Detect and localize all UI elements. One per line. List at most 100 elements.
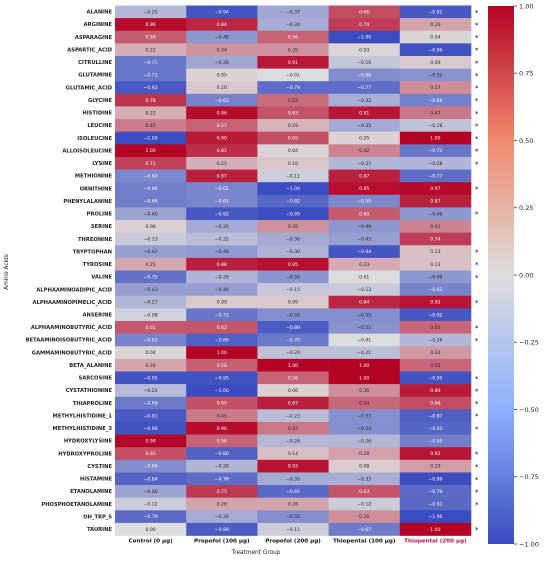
cell-value-label: 0.56 xyxy=(288,35,298,41)
heatmap-cell xyxy=(186,371,258,385)
cell-value-label: −0.78 xyxy=(215,476,229,482)
heatmap-cell xyxy=(399,434,472,448)
heatmap-cell xyxy=(115,68,187,82)
heatmap-cell xyxy=(257,485,329,498)
heatmap-cell xyxy=(399,257,472,271)
heatmap-cell xyxy=(257,270,329,284)
heatmap-cell xyxy=(399,144,472,158)
row-label: PHENYLALANINE xyxy=(63,199,112,205)
heatmap-cell xyxy=(399,119,472,132)
heatmap-cell xyxy=(257,5,329,19)
cell-value-label: 1.00 xyxy=(217,350,227,356)
cell-value-label: 0.42 xyxy=(359,148,369,154)
cell-value-label: −0.55 xyxy=(286,312,300,318)
heatmap-cell xyxy=(257,30,329,44)
heatmap-cell xyxy=(115,55,187,69)
heatmap-cell xyxy=(257,421,329,435)
heatmap-cell xyxy=(399,295,472,309)
cell-value-label: 0.81 xyxy=(217,148,227,154)
cell-value-label: 0.65 xyxy=(288,136,298,142)
cell-value-label: −0.40 xyxy=(144,489,158,495)
cell-value-label: −0.38 xyxy=(215,60,229,66)
heatmap-cell xyxy=(115,106,187,120)
cell-value-label: 0.96 xyxy=(217,110,227,116)
cell-value-label: −0.56 xyxy=(144,464,158,470)
heatmap-cell xyxy=(399,472,472,486)
heatmap-cell xyxy=(186,459,258,473)
heatmap-cell xyxy=(115,459,187,473)
cell-value-label: −0.62 xyxy=(428,287,442,293)
heatmap-cell xyxy=(328,472,401,486)
cell-value-label: 1.00 xyxy=(145,148,155,154)
cell-value-label: −0.21 xyxy=(357,350,371,356)
significance-mark: * xyxy=(475,85,479,93)
heatmap-cell xyxy=(399,346,472,360)
cell-value-label: 0.66 xyxy=(430,401,440,407)
row-label: TYROSINE xyxy=(83,262,113,268)
cell-value-label: −0.27 xyxy=(357,161,371,167)
significance-mark: * xyxy=(475,488,479,496)
heatmap-cell xyxy=(257,510,329,524)
cell-value-label: −0.91 xyxy=(144,413,158,419)
heatmap-cell xyxy=(257,220,329,233)
cell-value-label: 0.62 xyxy=(217,325,227,331)
heatmap-cell xyxy=(115,182,187,196)
row-label: CYSTINE xyxy=(87,464,112,470)
heatmap-cell xyxy=(328,421,401,435)
heatmap-cell xyxy=(399,55,472,69)
significance-mark: * xyxy=(475,337,479,345)
heatmap-cell xyxy=(186,485,258,498)
cell-value-label: 0.09 xyxy=(288,300,298,306)
heatmap-cell xyxy=(115,358,187,372)
heatmap-cell xyxy=(328,220,401,233)
cell-value-label: −0.26 xyxy=(357,438,371,444)
cell-value-label: −0.13 xyxy=(357,287,371,293)
cell-value-label: 1.00 xyxy=(359,363,369,369)
heatmap-cell xyxy=(115,156,187,170)
row-label: HISTIDINE xyxy=(82,111,112,117)
heatmap-cell xyxy=(115,283,187,297)
cell-value-label: 0.22 xyxy=(145,47,155,53)
column-label: Thiopental (200 µg) xyxy=(404,539,467,545)
heatmap-cell xyxy=(257,156,329,170)
row-label: OH_TRP_5 xyxy=(83,514,112,520)
heatmap-cell xyxy=(399,93,472,107)
cell-value-label: 0.06 xyxy=(288,388,298,394)
heatmap-cell xyxy=(328,283,401,297)
row-label: ALPHAAMINOPIMELIC_ACID xyxy=(33,300,113,306)
heatmap-cell xyxy=(186,510,258,524)
heatmap-cell xyxy=(186,396,258,410)
cell-value-label: −0.35 xyxy=(286,476,300,482)
cell-value-label: −0.28 xyxy=(215,274,229,280)
heatmap-cell xyxy=(399,220,472,233)
significance-mark: * xyxy=(475,299,479,307)
cell-value-label: 0.45 xyxy=(217,413,227,419)
colorbar-tick-label: 0.00 xyxy=(519,271,533,279)
cell-value-label: −0.48 xyxy=(215,35,229,41)
heatmap-cell xyxy=(399,497,472,511)
cell-value-label: −0.43 xyxy=(144,287,158,293)
row-label: SERINE xyxy=(91,224,113,230)
cell-value-label: −0.56 xyxy=(357,73,371,79)
cell-value-label: 0.56 xyxy=(217,438,227,444)
heatmap-cell xyxy=(186,245,258,259)
heatmap-cell xyxy=(115,384,187,398)
heatmap-cell xyxy=(328,485,401,498)
cell-value-label: −0.96 xyxy=(428,47,442,53)
significance-mark: * xyxy=(475,451,479,459)
cell-value-label: −0.44 xyxy=(215,287,229,293)
cell-value-label: −0.92 xyxy=(215,211,229,217)
cell-value-label: 0.09 xyxy=(430,60,440,66)
heatmap-cell xyxy=(257,81,329,95)
cell-value-label: 0.65 xyxy=(217,401,227,407)
cell-value-label: 0.47 xyxy=(288,426,298,432)
cell-value-label: 0.60 xyxy=(359,211,369,217)
heatmap-cell xyxy=(115,30,187,44)
significance-mark: * xyxy=(475,413,479,421)
cell-value-label: 0.59 xyxy=(145,35,155,41)
heatmap-cell xyxy=(257,396,329,410)
cell-value-label: −0.59 xyxy=(357,199,371,205)
cell-value-label: 0.05 xyxy=(217,73,227,79)
cell-value-label: −0.72 xyxy=(215,312,229,318)
heatmap-cell xyxy=(257,283,329,297)
